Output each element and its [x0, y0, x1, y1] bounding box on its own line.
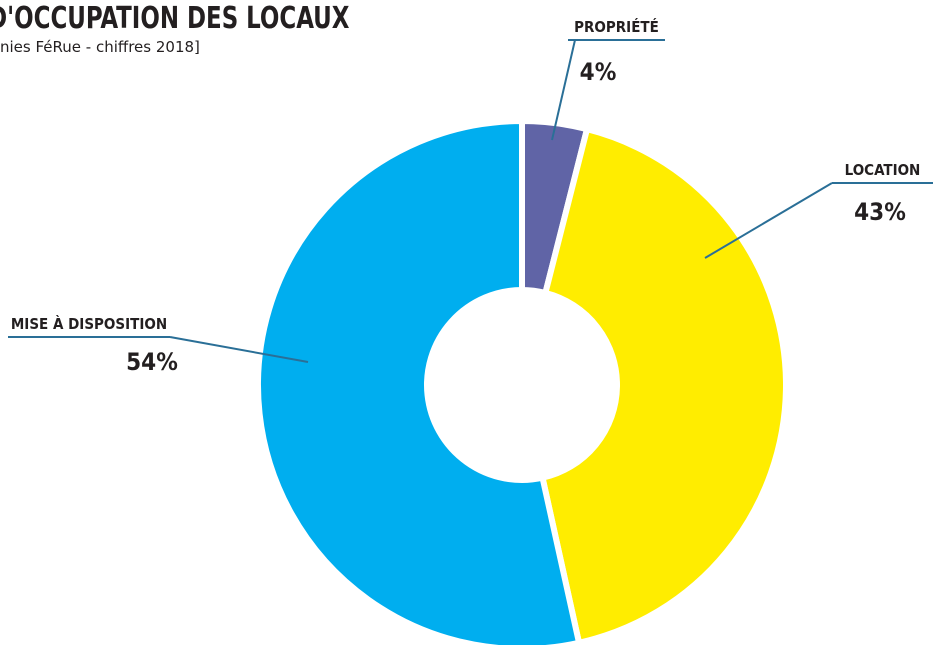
donut [255, 117, 789, 645]
value-label: 4% [580, 58, 617, 86]
leader-line [169, 336, 309, 363]
category-label: MISE À DISPOSITION [11, 314, 167, 333]
chart-title: D'OCCUPATION DES LOCAUX [0, 0, 349, 36]
category-label: PROPRIÉTÉ [574, 17, 659, 36]
value-label: 54% [126, 348, 178, 376]
labels: PROPRIÉTÉ 4% LOCATION 43% MISE À DISPOSITION… [8, 17, 933, 376]
value-label: 43% [854, 198, 906, 226]
chart-subtitle: nies FéRue - chiffres 2018] [0, 38, 200, 56]
category-label: LOCATION [845, 161, 921, 179]
leader-line [551, 39, 576, 141]
donut-slice [255, 117, 583, 645]
leader-line [704, 182, 833, 259]
donut-slice [538, 125, 789, 645]
